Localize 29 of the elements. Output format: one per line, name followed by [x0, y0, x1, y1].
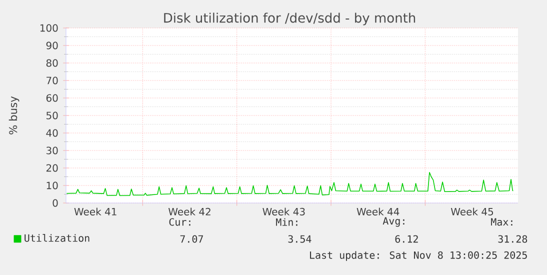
y-tick-label: 60 — [46, 94, 58, 102]
y-tick-label: 20 — [46, 164, 58, 172]
y-tick-label: 100 — [40, 24, 58, 32]
y-tick-label: 10 — [46, 182, 58, 190]
x-tick-label: Week 41 — [74, 208, 116, 216]
legend-label: Utilization — [24, 234, 90, 242]
text: Cur: — [169, 218, 190, 226]
y-axis-title: % busy — [8, 96, 20, 134]
y-tick-label: 70 — [46, 76, 58, 84]
text: 7.07 — [180, 235, 203, 243]
y-tick-label: 40 — [46, 129, 58, 137]
text: Max: — [491, 218, 512, 226]
text: Min: — [276, 218, 298, 226]
line-series — [66, 172, 514, 196]
text: 3.54 — [288, 235, 312, 243]
text: Last update: Sat Nov 8 13:00:25 2025 — [310, 251, 527, 261]
x-tick-label: Week 45 — [450, 208, 494, 216]
x-tick-label: Week 44 — [356, 208, 400, 216]
chart-title: Disk utilization for /dev/sdd - by month — [164, 12, 416, 26]
y-tick-label: 30 — [46, 146, 58, 154]
y-tick-label: 80 — [46, 59, 58, 67]
x-tick-label: Week 42 — [168, 208, 210, 216]
y-tick-label: 0 — [52, 199, 58, 207]
text: Avg: — [382, 217, 404, 227]
y-tick-label: 50 — [46, 112, 58, 120]
x-tick-label: Week 43 — [262, 208, 305, 216]
text: 6.12 — [395, 235, 418, 243]
text: 31.28 — [498, 235, 528, 243]
y-tick-label: 90 — [46, 42, 58, 50]
